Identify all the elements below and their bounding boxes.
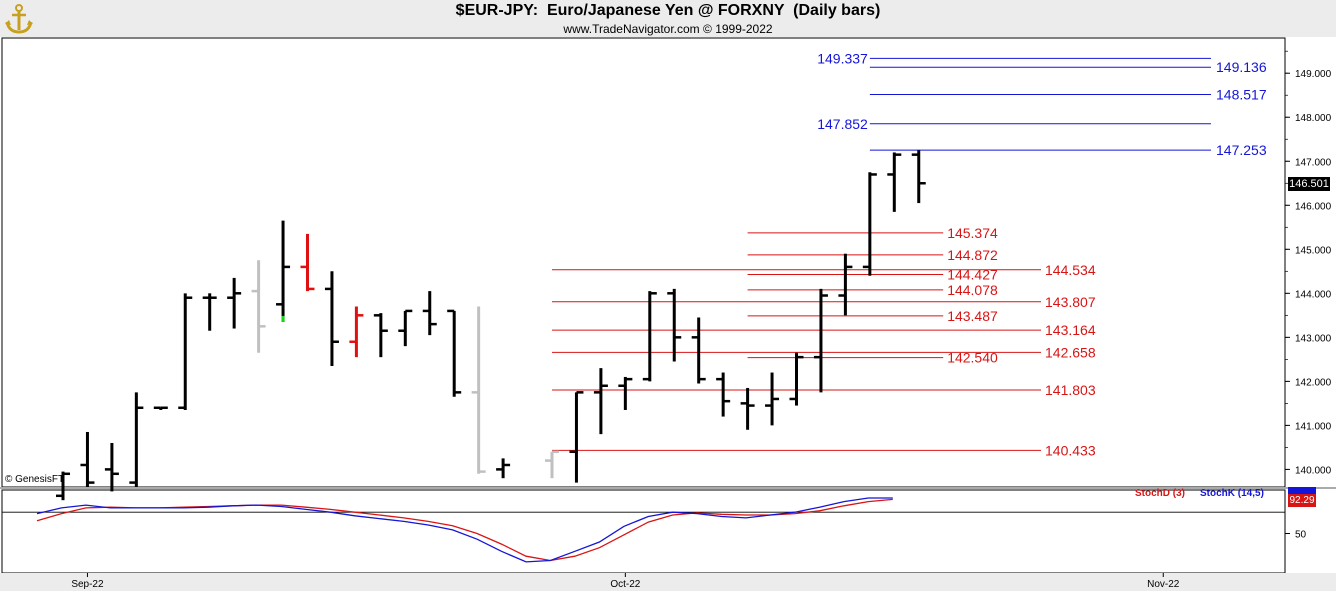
ohlc-bar (56, 471, 70, 501)
axis-ticks: 140.000 141.000 142.000 143.000 144.000 145.0… (71, 50, 1332, 590)
support-label: 140.433 (1045, 442, 1096, 458)
support-label: 144.427 (947, 267, 998, 283)
y-tick-label: 144.000 (1295, 289, 1332, 300)
anchor-logo-icon (5, 4, 33, 34)
support-label: 143.807 (1045, 294, 1096, 310)
chart-header: $EUR-JPY: Euro/Japanese Yen @ FORXNY (Da… (0, 0, 1336, 37)
ohlc-bar (642, 291, 657, 382)
y-tick-label: 141.000 (1295, 421, 1332, 432)
stoch-d-value: 92.29 (1288, 494, 1316, 507)
ohlc-bar (178, 293, 193, 410)
ohlc-bar (789, 352, 804, 406)
ohlc-bar (691, 317, 706, 384)
chart-frames (0, 37, 1336, 591)
ohlc-bar (373, 313, 388, 358)
ohlc-bar (398, 309, 413, 347)
support-label: 143.164 (1045, 322, 1096, 338)
ohlc-bar (545, 450, 559, 479)
support-label: 144.078 (947, 282, 998, 298)
support-label: 145.374 (947, 225, 998, 241)
ohlc-bar (862, 172, 877, 276)
stoch-y-tick-label: 50 (1295, 530, 1307, 541)
stochastic-panel (2, 497, 1285, 563)
stochk-legend: StochK (14,5) (1200, 488, 1264, 499)
support-label: 142.658 (1045, 344, 1096, 360)
ohlc-bar (153, 406, 168, 410)
support-label: 144.872 (947, 247, 998, 263)
resistance-label: 148.517 (1216, 86, 1267, 102)
stochd-legend: StochD (3) (1135, 488, 1185, 499)
ohlc-bar (202, 293, 217, 331)
stoch-k-marker (1288, 487, 1316, 494)
ohlc-bar (422, 291, 437, 336)
y-tick-label: 140.000 (1295, 465, 1332, 476)
y-tick-label: 145.000 (1295, 245, 1332, 256)
ohlc-bar (716, 372, 731, 417)
ohlc-bar (324, 271, 339, 366)
y-tick-label: 149.000 (1295, 69, 1332, 80)
x-tick-label: Oct-22 (610, 579, 640, 590)
ohlc-bar (276, 220, 291, 322)
ohlc-bars (56, 150, 926, 501)
ohlc-bar (471, 306, 486, 474)
copyright-label: © GenesisFT (5, 474, 65, 485)
resistance-label: 147.852 (817, 116, 868, 132)
resistance-label: 149.136 (1216, 59, 1267, 75)
stoch-value-badge: 92.29 (1288, 487, 1316, 507)
ohlc-bar (740, 387, 755, 430)
chart-subtitle: www.TradeNavigator.com © 1999-2022 (563, 22, 773, 36)
y-tick-label: 147.000 (1295, 157, 1332, 168)
y-tick-label: 148.000 (1295, 113, 1332, 124)
ohlc-bar (765, 372, 780, 426)
y-tick-label: 146.000 (1295, 201, 1332, 212)
ohlc-bar (251, 260, 266, 353)
price-chart[interactable]: 149.337 149.136 148.517 147.852 147.253 145.3… (0, 37, 1336, 591)
stoch-plot-frame (1, 489, 1286, 574)
last-price-badge: 146.501 (1288, 177, 1330, 191)
y-tick-label: 142.000 (1295, 377, 1332, 388)
ohlc-bar (349, 306, 364, 358)
ohlc-bar (300, 233, 315, 292)
ohlc-bar (104, 442, 119, 492)
ohlc-bar (838, 253, 853, 316)
x-tick-label: Nov-22 (1147, 579, 1180, 590)
support-label: 142.540 (947, 350, 998, 366)
support-label: 144.534 (1045, 262, 1096, 278)
ohlc-bar (911, 150, 926, 204)
ohlc-bar (569, 391, 584, 483)
resistance-label: 149.337 (817, 50, 868, 66)
ohlc-bar (887, 152, 902, 212)
price-levels: 149.337 149.136 148.517 147.852 147.253 145.3… (552, 50, 1267, 458)
ohlc-bar (80, 431, 95, 487)
support-label: 143.487 (947, 308, 998, 324)
stoch-k-line (36, 497, 893, 563)
ohlc-bar (667, 288, 682, 362)
ohlc-bar (593, 368, 608, 435)
ohlc-bar (227, 277, 242, 329)
support-label: 141.803 (1045, 382, 1096, 398)
ohlc-bar (447, 309, 462, 397)
resistance-label: 147.253 (1216, 142, 1267, 158)
ohlc-bar (813, 288, 828, 393)
y-tick-label: 143.000 (1295, 333, 1332, 344)
x-tick-label: Sep-22 (71, 579, 104, 590)
ohlc-bar (618, 376, 633, 410)
chart-title: $EUR-JPY: Euro/Japanese Yen @ FORXNY (Da… (455, 2, 881, 19)
ohlc-bar (496, 458, 511, 479)
ohlc-bar (129, 392, 144, 487)
x-axis-strip (0, 573, 1336, 591)
